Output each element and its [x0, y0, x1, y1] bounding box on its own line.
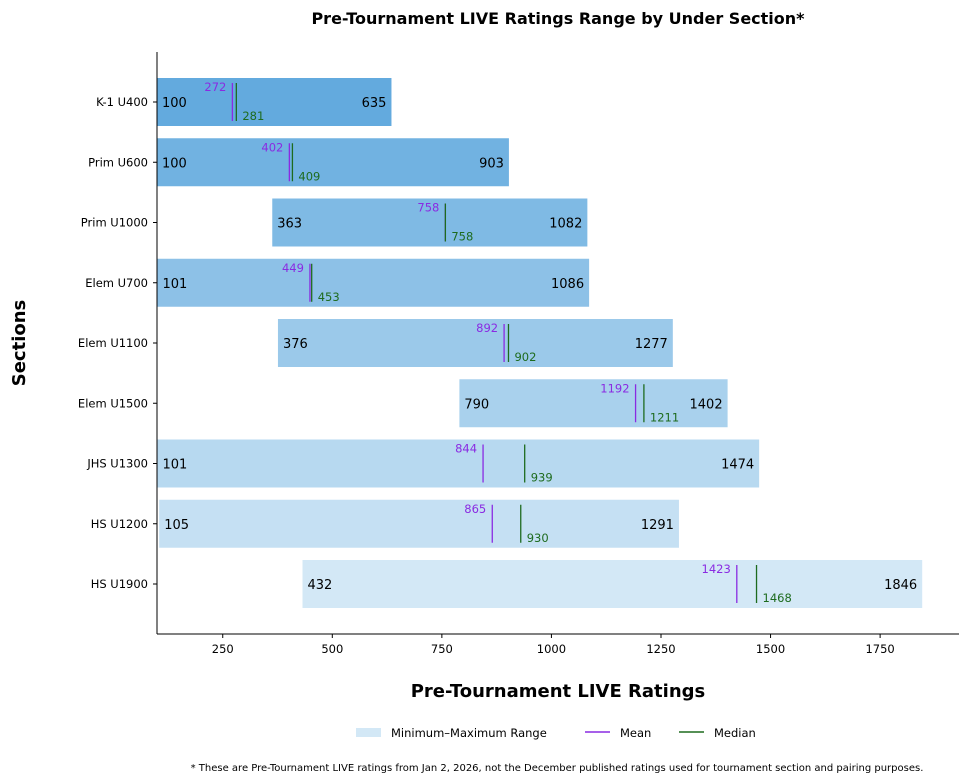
- max-label: 903: [479, 156, 504, 171]
- min-label: 363: [277, 217, 302, 232]
- median-label: 409: [298, 169, 320, 183]
- mean-label: 272: [204, 80, 226, 94]
- y-tick-label: K-1 U400: [96, 95, 148, 109]
- max-label: 1402: [690, 397, 723, 412]
- x-tick-label: 1500: [756, 642, 785, 656]
- y-tick-label: HS U1200: [91, 517, 148, 531]
- max-label: 1291: [641, 518, 674, 533]
- range-bar: [302, 560, 923, 608]
- mean-label: 758: [417, 201, 439, 215]
- min-label: 100: [162, 156, 187, 171]
- legend-median-label: Median: [714, 726, 756, 740]
- min-label: 105: [164, 518, 189, 533]
- median-label: 758: [451, 230, 473, 244]
- x-tick-label: 1250: [646, 642, 675, 656]
- x-tick-label: 750: [431, 642, 453, 656]
- legend-range-label: Minimum–Maximum Range: [391, 726, 547, 740]
- y-tick-label: Elem U1100: [78, 336, 148, 350]
- median-label: 281: [242, 109, 264, 123]
- max-label: 1086: [551, 277, 584, 292]
- range-bar: [157, 439, 760, 488]
- range-bar: [157, 258, 590, 307]
- y-tick-label: HS U1900: [91, 577, 148, 591]
- range-bar: [459, 379, 728, 428]
- max-label: 1474: [721, 458, 754, 473]
- max-label: 1082: [549, 217, 582, 232]
- range-bar: [159, 499, 679, 548]
- max-label: 1846: [884, 578, 917, 593]
- chart-title: Pre-Tournament LIVE Ratings Range by Und…: [311, 9, 805, 28]
- mean-label: 402: [261, 140, 283, 154]
- mean-label: 844: [455, 442, 477, 456]
- y-tick-label: Elem U1500: [78, 396, 148, 410]
- x-tick-label: 1000: [537, 642, 566, 656]
- footnote: * These are Pre-Tournament LIVE ratings …: [191, 763, 924, 774]
- range-bar: [272, 198, 588, 247]
- mean-label: 1423: [702, 562, 731, 576]
- min-label: 432: [307, 578, 332, 593]
- mean-label: 892: [476, 321, 498, 335]
- median-label: 902: [514, 350, 536, 364]
- min-label: 376: [283, 337, 308, 352]
- max-label: 635: [362, 96, 387, 111]
- median-label: 930: [527, 531, 549, 545]
- legend-range-swatch: [356, 728, 381, 737]
- range-bar: [277, 319, 673, 367]
- range-bar: [157, 78, 392, 126]
- y-tick-label: Prim U600: [88, 155, 148, 169]
- y-axis-label: Sections: [9, 300, 30, 387]
- median-label: 453: [318, 290, 340, 304]
- max-label: 1277: [635, 337, 668, 352]
- legend: Minimum–Maximum Range Mean Median: [356, 726, 756, 740]
- min-label: 100: [162, 96, 187, 111]
- median-label: 939: [531, 471, 553, 485]
- x-tick-label: 1750: [865, 642, 894, 656]
- median-label: 1468: [763, 591, 792, 605]
- min-label: 101: [162, 458, 187, 473]
- mean-label: 449: [282, 261, 304, 275]
- median-label: 1211: [650, 410, 679, 424]
- min-label: 790: [464, 397, 489, 412]
- x-tick-label: 500: [321, 642, 343, 656]
- y-tick-label: Elem U700: [85, 276, 148, 290]
- mean-label: 865: [464, 502, 486, 516]
- range-bar: [157, 138, 509, 187]
- y-tick-label: JHS U1300: [86, 457, 148, 471]
- min-label: 101: [162, 277, 187, 292]
- y-tick-label: Prim U1000: [81, 216, 148, 230]
- x-tick-label: 250: [212, 642, 234, 656]
- legend-mean-label: Mean: [620, 726, 651, 740]
- x-axis-label: Pre-Tournament LIVE Ratings: [411, 681, 706, 702]
- mean-label: 1192: [600, 381, 629, 395]
